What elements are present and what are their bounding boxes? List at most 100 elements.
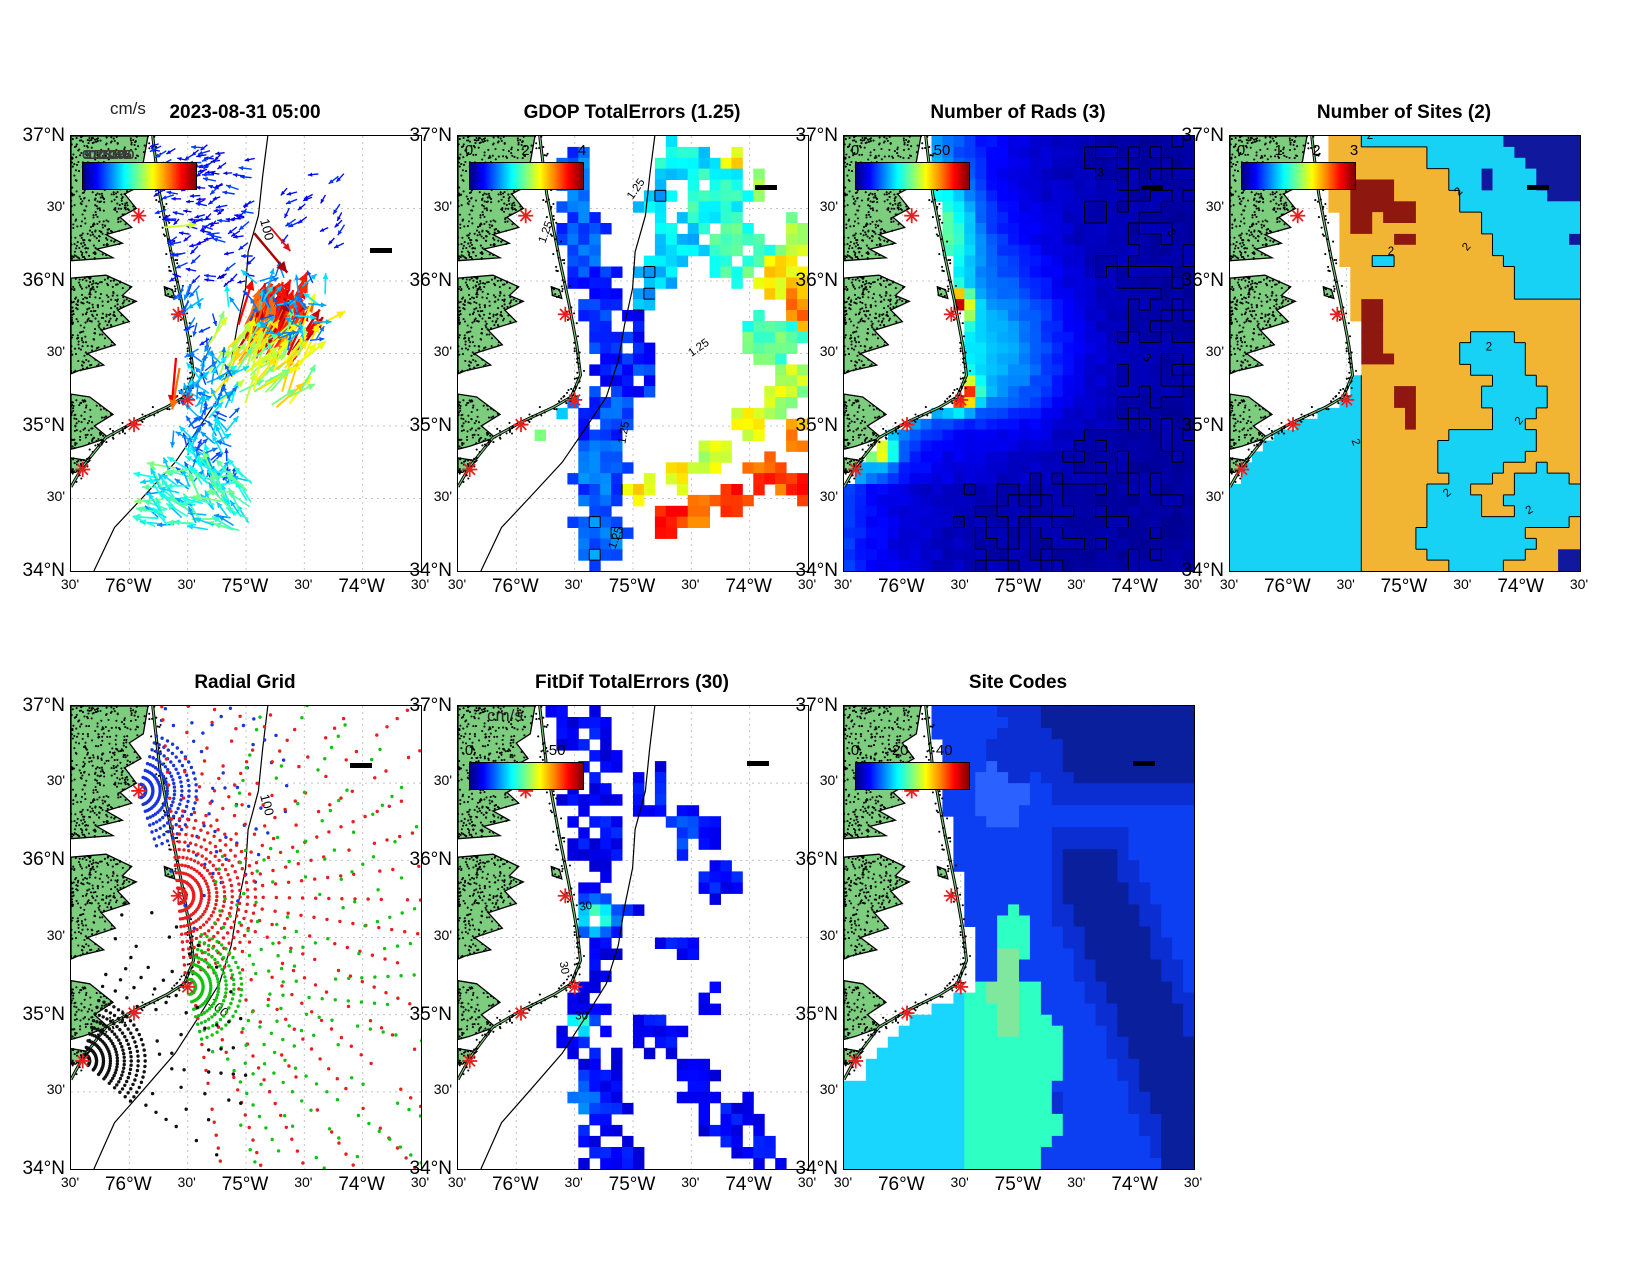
panel-title: Site Codes (968, 672, 1068, 693)
contour-label: 2 (1524, 504, 1536, 518)
colorbar-units-label: cm/s (110, 99, 146, 118)
y-axis-tick-label: 35°N (22, 1003, 65, 1025)
radar-site-marker (848, 1053, 864, 1069)
colorbar-tick-label: 20 (891, 742, 909, 759)
contour-label: 2 (1486, 342, 1492, 354)
y-axis-tick-label: 36°N (795, 849, 838, 871)
x-axis-tick-label: 30' (1067, 576, 1086, 592)
x-axis-tick-label: 30' (60, 1174, 80, 1190)
y-axis-tick-label: 36°N (409, 270, 452, 291)
colorbar-tick-label: 50 (933, 142, 951, 159)
map-canvas: 222222222 (1229, 135, 1581, 572)
radar-site-marker (126, 1005, 142, 1021)
y-axis-tick-label: 34°N (22, 560, 65, 581)
colorbar-tick-label: 0 (464, 142, 474, 159)
radial-grid-points (160, 706, 421, 1169)
data-contour-lines (588, 189, 667, 561)
y-axis-tick-label: 34°N (409, 1158, 452, 1179)
data-contour-lines (1360, 136, 1580, 571)
panel-gdop-total-errors: GDOP TotalErrors (1.25) 10 km 1.251.251.… (410, 102, 817, 597)
bathymetry-label: 100 (257, 217, 277, 242)
y-axis-tick-label: 36°N (409, 849, 452, 871)
contour-label: 3 (1097, 168, 1103, 180)
distance-scale-bar (755, 185, 777, 190)
y-axis-tick-label: 35°N (1181, 415, 1224, 436)
colorbar-tick-label: 2 (1312, 142, 1321, 159)
distance-scale-bar (1133, 761, 1155, 766)
panel-site-codes: Site Codes 10 km 30'37°N76°W30'30'36°N75… (796, 672, 1203, 1195)
y-axis-tick-label: 30' (819, 926, 838, 943)
x-axis-tick-label: 30' (1453, 576, 1472, 592)
land-polygon (71, 706, 149, 840)
y-axis-tick-label: 30' (433, 1080, 452, 1097)
x-axis-tick-label: 30' (1336, 576, 1355, 592)
y-axis-tick-label: 30' (46, 772, 65, 789)
radar-site-marker (131, 208, 147, 224)
x-axis-tick-label: 75°W (1380, 576, 1428, 597)
radar-site-marker (462, 1053, 478, 1069)
x-axis-tick-label: 74°W (338, 1174, 385, 1195)
bathymetry-label: 100 (257, 792, 277, 817)
x-axis-tick-label: 76°W (877, 1174, 925, 1195)
y-axis-tick-label: 36°N (22, 270, 65, 291)
map-plot-area: 100100 (71, 706, 421, 1169)
y-axis-tick-label: 37°N (22, 695, 65, 716)
x-axis-tick-label: 30' (797, 1174, 817, 1190)
distance-scale-bar (370, 248, 392, 253)
x-axis-tick-label: 74°W (725, 576, 772, 597)
map-canvas: 100 (70, 135, 422, 572)
y-axis-tick-label: 30' (46, 342, 65, 359)
y-axis-tick-label: 30' (1205, 342, 1224, 359)
panel-number-of-sites: Number of Sites (2) 10 km 222222222 30'3… (1182, 102, 1589, 597)
y-axis-tick-label: 35°N (409, 1003, 452, 1025)
radar-site-marker (943, 888, 959, 904)
x-axis-tick-label: 30' (681, 576, 700, 592)
heatmap-cells (844, 706, 1194, 1169)
radar-site-marker (180, 392, 196, 408)
x-axis-tick-label: 76°W (104, 1174, 152, 1195)
x-axis-tick-label: 76°W (491, 1174, 539, 1195)
y-axis-tick-label: 34°N (795, 560, 838, 581)
heatmap-cells (545, 706, 787, 1169)
radar-site-marker (557, 888, 573, 904)
colorbar-tick-label: 50 (548, 742, 566, 759)
y-axis-tick-label: 30' (1205, 197, 1224, 214)
panel-title: GDOP TotalErrors (1.25) (523, 102, 741, 123)
panel-number-of-rads: Number of Rads (3) 10 km 333 30'37°N76°W… (796, 102, 1203, 597)
x-axis-tick-label: 30' (950, 1174, 969, 1190)
x-axis-tick-label: 74°W (1111, 576, 1158, 597)
y-axis-tick-label: 30' (819, 487, 838, 504)
y-axis-tick-label: 30' (433, 926, 452, 943)
radar-site-marker (513, 417, 529, 433)
y-axis-tick-label: 37°N (22, 125, 65, 146)
colorbar-units-label: cm/s (487, 706, 523, 725)
radar-site-marker (1285, 417, 1301, 433)
panel-title: Radial Grid (194, 672, 296, 693)
x-axis-tick-label: 30' (833, 576, 853, 592)
radar-site-marker (462, 462, 478, 477)
y-axis-tick-label: 37°N (1181, 125, 1224, 146)
contour-label: 2 (1367, 136, 1373, 142)
x-axis-tick-label: 74°W (1111, 1174, 1158, 1195)
radar-site-marker (567, 392, 583, 408)
x-axis-tick-label: 30' (294, 1174, 313, 1190)
colorbar-tick-label: 4 (577, 142, 587, 159)
y-axis-tick-label: 34°N (1181, 560, 1224, 581)
map-canvas (843, 705, 1195, 1170)
y-axis-tick-label: 30' (46, 487, 65, 504)
y-axis-tick-label: 34°N (409, 560, 452, 581)
land-polygon (458, 853, 525, 960)
colorbar-tick-label: 0 (850, 142, 860, 159)
contour-label: 2 (1349, 437, 1362, 447)
y-axis-tick-label: 35°N (409, 415, 452, 436)
y-axis-tick-label: 35°N (22, 415, 65, 436)
x-axis-tick-label: 30' (410, 1174, 430, 1190)
y-axis-tick-label: 37°N (409, 695, 452, 716)
y-axis-tick-label: 30' (819, 772, 838, 789)
x-axis-tick-label: 30' (833, 1174, 853, 1190)
x-axis-tick-label: 30' (681, 1174, 700, 1190)
y-axis-tick-label: 37°N (795, 125, 838, 146)
y-axis-tick-label: 30' (433, 772, 452, 789)
x-axis-tick-label: 30' (447, 576, 467, 592)
